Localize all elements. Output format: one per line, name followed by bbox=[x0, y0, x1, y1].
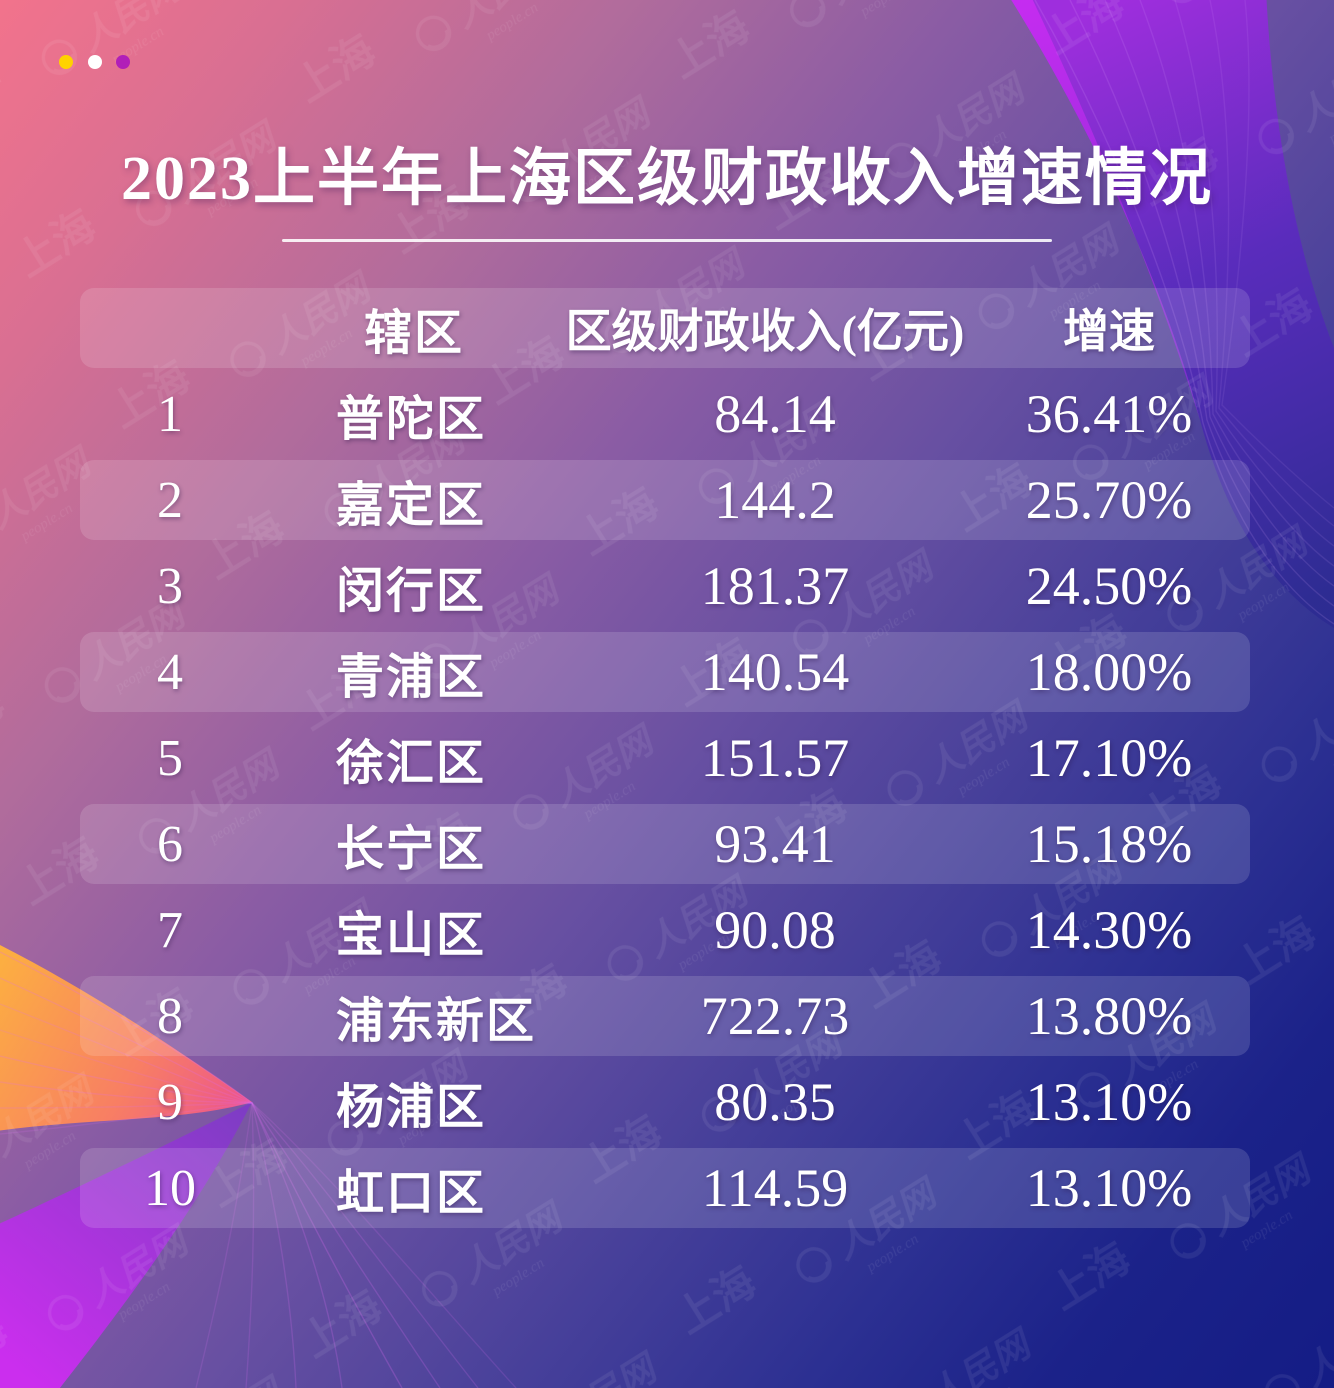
district-value: 浦东新区 bbox=[336, 995, 537, 1048]
district-value: 普陀区 bbox=[336, 393, 487, 446]
rank-value: 9 bbox=[157, 1073, 183, 1131]
district-value: 宝山区 bbox=[336, 909, 487, 962]
table-row: 6 长宁区 93.41 15.18% bbox=[80, 801, 1250, 887]
revenue-value: 151.57 bbox=[700, 728, 850, 788]
rank-value: 7 bbox=[157, 901, 183, 959]
revenue-table: 辖区 区级财政收入(亿元) 增速 1 普陀区 84.14 36.41% 2 嘉定… bbox=[80, 285, 1250, 1231]
growth-value: 15.18% bbox=[1025, 814, 1193, 874]
district-value: 青浦区 bbox=[336, 651, 487, 704]
district-value: 徐汇区 bbox=[336, 737, 487, 790]
header-district: 辖区 bbox=[364, 307, 465, 360]
rank-value: 2 bbox=[157, 471, 183, 529]
rank-value: 10 bbox=[144, 1159, 196, 1217]
table-row: 10 虹口区 114.59 13.10% bbox=[80, 1145, 1250, 1231]
growth-value: 25.70% bbox=[1025, 470, 1193, 530]
rank-value: 4 bbox=[157, 643, 183, 701]
growth-value: 24.50% bbox=[1025, 556, 1193, 616]
table-row: 4 青浦区 140.54 18.00% bbox=[80, 629, 1250, 715]
table-header-row: 辖区 区级财政收入(亿元) 增速 bbox=[80, 285, 1250, 371]
district-value: 杨浦区 bbox=[336, 1081, 487, 1134]
revenue-value: 144.2 bbox=[714, 470, 836, 530]
district-value: 虹口区 bbox=[336, 1167, 487, 1220]
header-growth: 增速 bbox=[1063, 306, 1155, 357]
revenue-value: 93.41 bbox=[714, 814, 836, 874]
rank-value: 6 bbox=[157, 815, 183, 873]
growth-value: 13.10% bbox=[1025, 1072, 1193, 1132]
revenue-value: 80.35 bbox=[714, 1072, 836, 1132]
header-revenue: 区级财政收入(亿元) bbox=[565, 306, 965, 357]
table-row: 9 杨浦区 80.35 13.10% bbox=[80, 1059, 1250, 1145]
deco-dot-magenta bbox=[116, 55, 130, 69]
title-underline bbox=[282, 239, 1052, 242]
revenue-value: 722.73 bbox=[700, 986, 850, 1046]
table-row: 5 徐汇区 151.57 17.10% bbox=[80, 715, 1250, 801]
revenue-value: 114.59 bbox=[701, 1158, 849, 1218]
revenue-value: 84.14 bbox=[714, 384, 836, 444]
deco-dot-white bbox=[88, 55, 102, 69]
rank-value: 5 bbox=[157, 729, 183, 787]
growth-value: 14.30% bbox=[1025, 900, 1193, 960]
table-row: 3 闵行区 181.37 24.50% bbox=[80, 543, 1250, 629]
deco-dot-yellow bbox=[59, 55, 73, 69]
growth-value: 13.80% bbox=[1025, 986, 1193, 1046]
table-row: 7 宝山区 90.08 14.30% bbox=[80, 887, 1250, 973]
district-value: 嘉定区 bbox=[336, 479, 487, 532]
revenue-value: 140.54 bbox=[700, 642, 850, 702]
table-row: 8 浦东新区 722.73 13.80% bbox=[80, 973, 1250, 1059]
growth-value: 13.10% bbox=[1025, 1158, 1193, 1218]
rank-value: 8 bbox=[157, 987, 183, 1045]
rank-value: 3 bbox=[157, 557, 183, 615]
growth-value: 36.41% bbox=[1025, 384, 1193, 444]
growth-value: 18.00% bbox=[1025, 642, 1193, 702]
page-title: 2023上半年上海区级财政收入增速情况 bbox=[120, 145, 1213, 213]
table-row: 2 嘉定区 144.2 25.70% bbox=[80, 457, 1250, 543]
district-value: 长宁区 bbox=[336, 823, 487, 876]
revenue-value: 181.37 bbox=[700, 556, 850, 616]
rank-value: 1 bbox=[157, 385, 183, 443]
growth-value: 17.10% bbox=[1025, 728, 1193, 788]
district-value: 闵行区 bbox=[336, 565, 487, 618]
revenue-value: 90.08 bbox=[714, 900, 836, 960]
table-row: 1 普陀区 84.14 36.41% bbox=[80, 371, 1250, 457]
